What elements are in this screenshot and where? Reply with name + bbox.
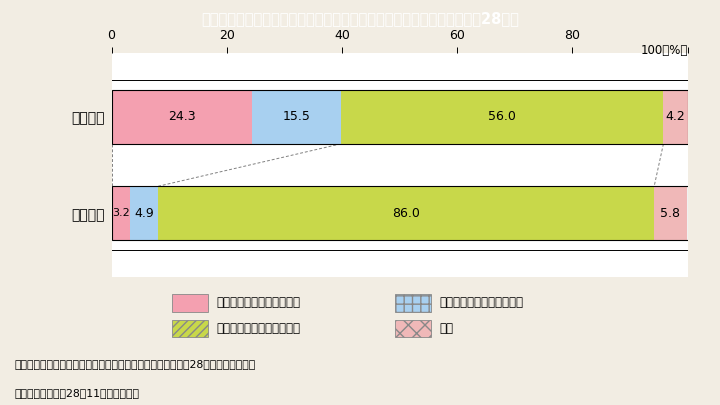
Bar [158,186,654,240]
Bar [341,90,663,144]
Text: ２．平成28年11月１日現在。: ２．平成28年11月１日現在。 [14,388,140,398]
Text: 4.2: 4.2 [665,111,685,124]
Text: 3.2: 3.2 [112,208,130,218]
Text: 15.5: 15.5 [282,111,310,124]
Bar [112,186,688,240]
Bar [395,294,431,311]
Bar [395,320,431,337]
Bar [130,186,158,240]
Text: 現在も養育費を受けている: 現在も養育費を受けている [217,296,300,309]
Text: 不詳: 不詳 [440,322,454,335]
Bar [112,90,688,144]
Bar [112,186,130,240]
Text: 4.9: 4.9 [134,207,154,220]
Text: （備考）１．厚生労働省「全国ひとり親世帯等調査」（平成28年度）より作成。: （備考）１．厚生労働省「全国ひとり親世帯等調査」（平成28年度）より作成。 [14,359,256,369]
Bar [654,186,687,240]
Text: 56.0: 56.0 [488,111,516,124]
Text: 養育費を受けたことがない: 養育費を受けたことがない [217,322,300,335]
Text: 86.0: 86.0 [392,207,420,220]
Bar [663,90,688,144]
Bar [172,294,207,311]
Bar [172,320,207,337]
Text: 5.8: 5.8 [660,207,680,220]
Text: 24.3: 24.3 [168,111,195,124]
Text: 養育費を受けたことがある: 養育費を受けたことがある [440,296,523,309]
Text: 100（%）: 100（%） [640,43,688,57]
Bar [251,90,341,144]
Text: Ｉ－６－３図　母子世帯及び父子世帯における養育費の受給状況（平成28年）: Ｉ－６－３図 母子世帯及び父子世帯における養育費の受給状況（平成28年） [201,11,519,26]
Bar [112,90,251,144]
